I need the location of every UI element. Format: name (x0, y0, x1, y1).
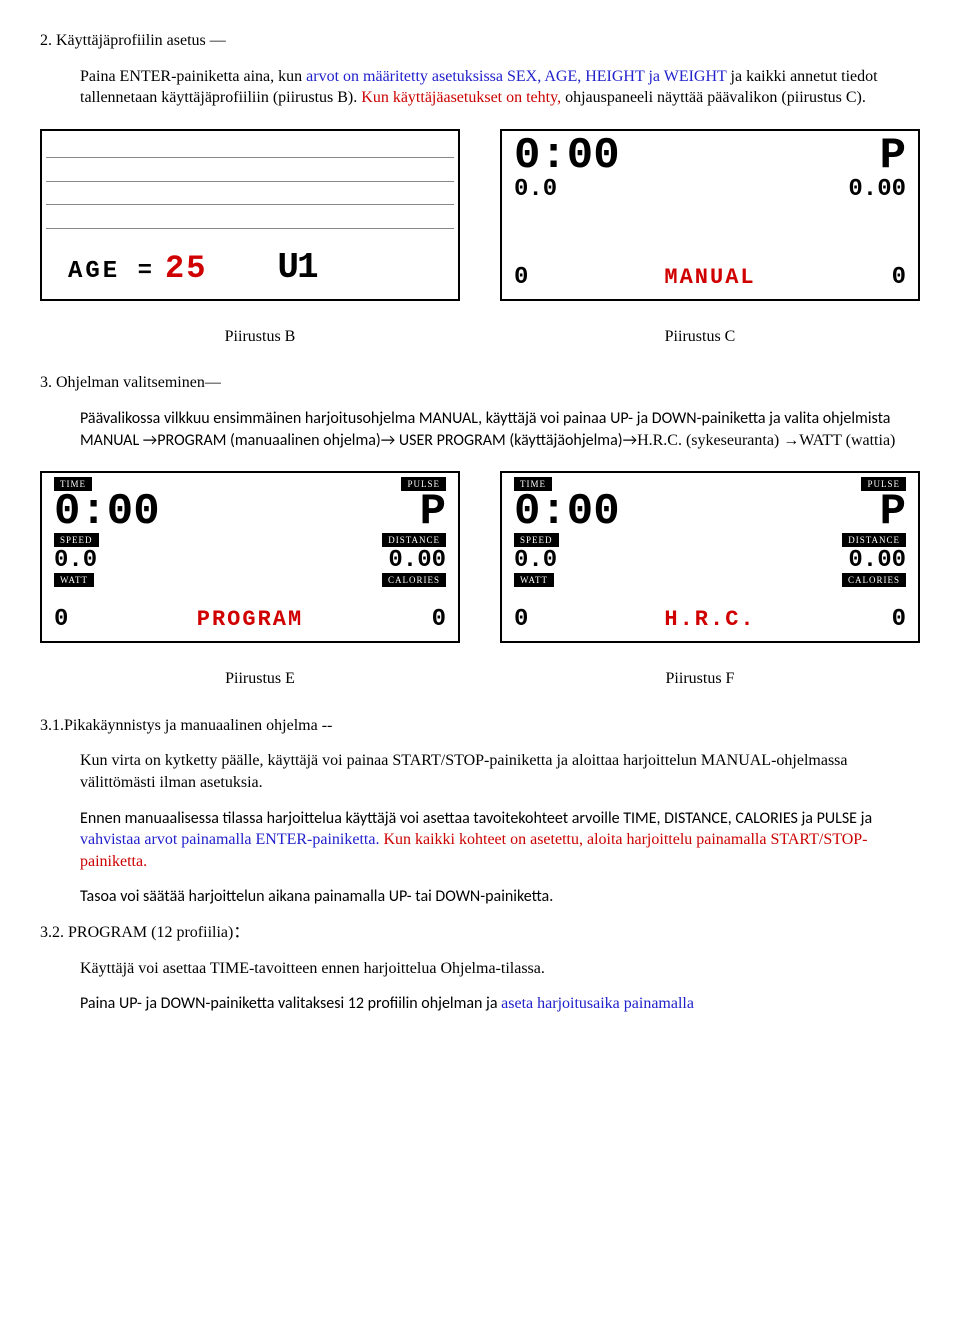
mode-value: H.R.C. (664, 605, 755, 635)
user-value: U1 (277, 244, 316, 293)
caption-e: Piirustus E (40, 668, 480, 690)
caption-row-2: Piirustus E Piirustus F (40, 668, 920, 690)
val: 0 (892, 266, 906, 290)
text-blue: aseta harjoitusaika painamalla (501, 995, 694, 1012)
text: Paina UP- ja DOWN-painiketta valitaksesi… (80, 994, 501, 1013)
section32-p1: Käyttäjä voi asettaa TIME-tavoitteen enn… (80, 958, 920, 980)
time-value: 0:00 (514, 137, 620, 177)
section2-heading: 2. Käyttäjäprofiilin asetus — (40, 30, 920, 52)
section31-p2: Ennen manuaalisessa tilassa harjoittelua… (80, 808, 920, 873)
calories-label: CALORIES (382, 573, 446, 587)
val: 0 (514, 266, 528, 290)
val: 0.0 (514, 178, 557, 202)
section2-paragraph: Paina ENTER-painiketta aina, kun arvot o… (80, 66, 920, 109)
text: ohjauspaneeli näyttää päävalikon (piirus… (565, 89, 866, 106)
caption-c: Piirustus C (480, 326, 920, 348)
text: Paina ENTER-painiketta aina, kun (80, 68, 306, 85)
section32-heading: 3.2. PROGRAM (12 profiilia)： (40, 922, 920, 944)
section31-heading: 3.1.Pikakäynnistys ja manuaalinen ohjelm… (40, 715, 920, 737)
text-blue: arvot on määritetty asetuksissa SEX, AGE… (306, 68, 730, 85)
display-e: TIME PULSE 0:00 P SPEED DISTANCE 0.0 0.0… (40, 471, 460, 643)
text: H.R.C. (sykeseuranta) →WATT (wattia) (637, 432, 895, 449)
caption-row-1: Piirustus B Piirustus C (40, 326, 920, 348)
watt-label: WATT (514, 573, 554, 587)
text: Ennen manuaalisessa tilassa harjoittelua… (80, 809, 872, 828)
age-label: AGE = (68, 256, 155, 288)
mode-value: PROGRAM (197, 605, 303, 635)
p-value: P (880, 137, 906, 177)
watt-value: 0 (514, 608, 528, 632)
speed-value: 0.0 (54, 549, 97, 573)
watt-value: 0 (54, 608, 68, 632)
caption-b: Piirustus B (40, 326, 480, 348)
val: 0.00 (848, 178, 906, 202)
distance-value: 0.00 (388, 549, 446, 573)
distance-label: DISTANCE (842, 533, 906, 547)
section3-paragraph: Päävalikossa vilkkuu ensimmäinen harjoit… (80, 408, 920, 451)
section31-p3: Tasoa voi säätää harjoittelun aikana pai… (80, 886, 920, 908)
display-b: AGE = 25 U1 (40, 129, 460, 301)
calories-value: 0 (432, 608, 446, 632)
time-value: 0:00 (514, 493, 620, 533)
display-f: TIME PULSE 0:00 P SPEED DISTANCE 0.0 0.0… (500, 471, 920, 643)
speed-label: SPEED (54, 533, 99, 547)
p-value: P (880, 493, 906, 533)
display-c: 0:00 P 0.0 0.00 0 MANUAL 0 (500, 129, 920, 301)
caption-f: Piirustus F (480, 668, 920, 690)
p-value: P (420, 493, 446, 533)
speed-label: SPEED (514, 533, 559, 547)
mode-value: MANUAL (664, 263, 755, 293)
section3-heading: 3. Ohjelman valitseminen— (40, 372, 920, 394)
age-row: AGE = 25 U1 (48, 184, 452, 293)
time-value: 0:00 (54, 493, 160, 533)
section31-p1: Kun virta on kytketty päälle, käyttäjä v… (80, 750, 920, 793)
distance-label: DISTANCE (382, 533, 446, 547)
calories-value: 0 (892, 608, 906, 632)
distance-value: 0.00 (848, 549, 906, 573)
text-red: Kun käyttäjäasetukset on tehty, (361, 89, 565, 106)
display-row-2: TIME PULSE 0:00 P SPEED DISTANCE 0.0 0.0… (40, 471, 920, 643)
calories-label: CALORIES (842, 573, 906, 587)
display-row-1: AGE = 25 U1 0:00 P 0.0 0.00 0 MANUAL 0 (40, 129, 920, 301)
section32-p2: Paina UP- ja DOWN-painiketta valitaksesi… (80, 993, 920, 1015)
watt-label: WATT (54, 573, 94, 587)
age-value: 25 (165, 247, 207, 290)
text-blue: vahvistaa arvot painamalla ENTER-painike… (80, 831, 383, 848)
speed-value: 0.0 (514, 549, 557, 573)
